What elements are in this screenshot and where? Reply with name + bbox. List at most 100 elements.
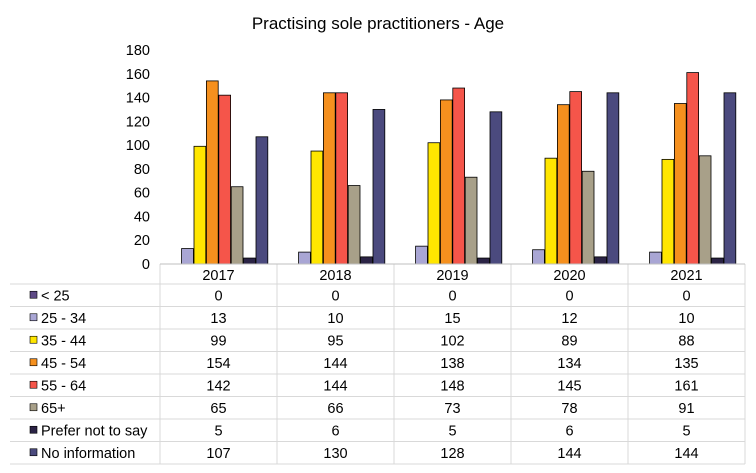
table-value: 0 [214,288,222,304]
bar-35-44-2020 [544,157,558,265]
x-tick-label: 2021 [670,268,702,284]
bar-55-64-2021 [686,72,699,265]
bars [181,72,737,265]
y-tick-label: 40 [134,209,150,225]
y-tick-label: 120 [126,114,150,130]
table-value: 99 [210,333,226,349]
bar-prefer-not-to-say-2017 [243,257,256,265]
table-value: 5 [214,423,222,439]
y-tick-label: 180 [126,43,150,59]
legend-swatch [29,425,38,434]
bar-25-34-2020 [532,249,545,265]
table-value: 73 [444,401,460,417]
y-tick-label: 0 [142,257,150,273]
table-value: 161 [674,378,698,394]
table-value: 148 [440,378,464,394]
bar-45-54-2021 [674,103,687,265]
table-value: 91 [678,401,694,417]
bar-35-44-2021 [661,158,675,265]
y-tick-label: 60 [134,186,150,202]
table-value: 95 [327,333,343,349]
bar-25-34-2018 [298,251,311,265]
table-value: 138 [440,356,464,372]
legend-label: 55 - 64 [41,378,86,394]
bar-45-54-2019 [439,99,453,265]
y-tick-label: 140 [126,91,150,107]
y-tick-label: 100 [126,138,150,154]
legend-swatch [29,380,38,389]
x-tick-label: 2019 [436,268,468,284]
y-tick-label: 160 [126,67,150,83]
bar-65--2020 [581,170,595,265]
table-value: 154 [206,356,230,372]
bar-25-34-2019 [415,245,428,265]
x-tick-label: 2020 [553,268,585,284]
bar-45-54-2018 [322,92,336,265]
bar-65--2021 [698,155,712,265]
bar-no-information-2017 [255,136,269,265]
x-tick-label: 2017 [202,268,234,284]
bar-prefer-not-to-say-2018 [360,256,373,265]
data-table: 2017 2018 2019 2020 2021 < 25 0 0 0 0 0 25 - 34 13 10… [10,263,746,465]
chart-title: Practising sole practitioners - Age [252,14,504,33]
table-value: 5 [448,423,456,439]
legend-swatch [29,313,38,322]
bar-65--2019 [464,176,478,265]
table-value: 144 [674,446,698,462]
table-value: 78 [561,401,577,417]
table-value: 0 [565,288,573,304]
legend-label: No information [41,446,135,462]
bar-no-information-2020 [606,92,620,265]
table-value: 10 [678,311,694,327]
legend-label: 45 - 54 [41,356,86,372]
table-value: 134 [557,356,581,372]
bar-prefer-not-to-say-2020 [594,256,607,265]
bar-35-44-2018 [310,150,324,265]
table-value: 142 [206,378,230,394]
table-value: 145 [557,378,581,394]
table-value: 12 [561,311,577,327]
legend-label: < 25 [41,288,70,304]
bar-55-64-2017 [218,94,232,265]
table-value: 88 [678,333,694,349]
table-value: 13 [210,311,226,327]
table-value: 6 [565,423,573,439]
bar-no-information-2018 [372,109,386,265]
bar-35-44-2017 [193,145,207,265]
table-value: 144 [323,378,347,394]
table-value: 65 [210,401,226,417]
table-value: 0 [331,288,339,304]
bar-65--2017 [230,186,244,265]
table-value: 66 [327,401,343,417]
table-value: 6 [331,423,339,439]
table-value: 10 [327,311,343,327]
table-value: 102 [440,333,464,349]
bar-45-54-2020 [557,104,570,265]
legend-swatch [29,358,38,367]
bar-35-44-2019 [427,142,441,265]
legend-label: 35 - 44 [41,333,86,349]
legend-swatch [29,290,38,299]
table-value: 130 [323,446,347,462]
table-value: 0 [448,288,456,304]
bar-65--2018 [347,185,361,265]
bar-no-information-2019 [489,111,503,265]
bar-prefer-not-to-say-2021 [711,257,724,265]
bar-25-34-2021 [649,251,662,265]
y-tick-label: 20 [134,233,150,249]
table-value: 0 [682,288,690,304]
bar-25-34-2017 [181,248,194,265]
legend-swatch [29,403,38,412]
bar-55-64-2018 [335,92,348,265]
bar-prefer-not-to-say-2019 [477,257,490,265]
y-tick-label: 80 [134,162,150,178]
legend-label: 25 - 34 [41,311,86,327]
table-value: 128 [440,446,464,462]
legend-label: 65+ [41,401,66,417]
y-axis: 0 20 40 60 80 100 120 140 160 180 [126,43,150,273]
table-value: 89 [561,333,577,349]
legend-swatch [29,335,38,344]
bar-55-64-2019 [452,87,465,265]
